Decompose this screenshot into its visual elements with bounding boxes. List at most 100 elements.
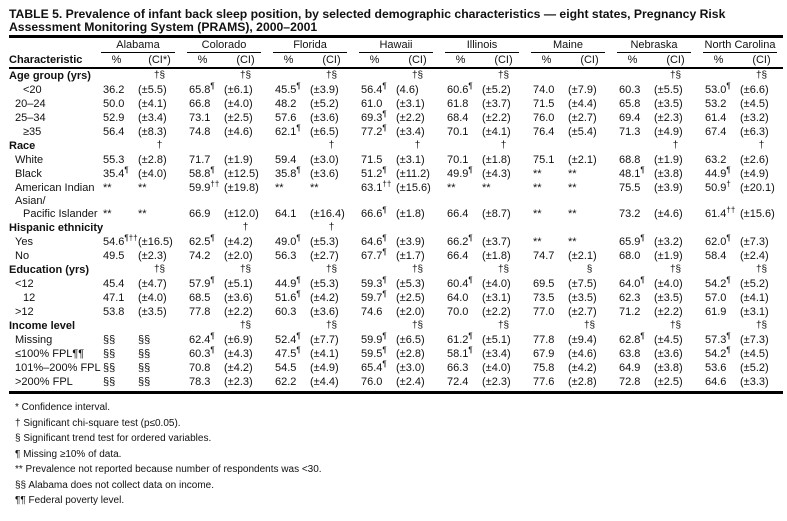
percent-value: 56.3 <box>275 250 297 262</box>
ci-cell: (±3.0) <box>310 154 339 166</box>
percent-value: 59.7 <box>361 292 383 304</box>
percent-value: 66.8 <box>189 98 211 110</box>
percent-cell: 63.8 <box>611 347 654 361</box>
footnote: † Significant chi-square test (p≤0.05). <box>15 417 181 429</box>
percent-cell: 48.2 <box>267 97 310 111</box>
ci-cell: (±2.6) <box>740 154 769 166</box>
percent-value: 66.4 <box>447 208 469 220</box>
percent-cell: 71.5 <box>353 153 396 167</box>
table-row: American Indian ** ** 59.9†† (±19.8) ** ** 63.1… <box>9 179 783 195</box>
percent-value: 61.0 <box>361 98 383 110</box>
percent-value: 74.2 <box>189 250 211 262</box>
significance-marker: †§ <box>497 70 510 81</box>
ci-cell: (±2.0) <box>396 306 425 318</box>
footnote-marker: ¶ <box>210 165 215 175</box>
state-header: Florida <box>267 38 353 53</box>
significance-marker: †§ <box>497 264 510 275</box>
spacer <box>611 319 654 333</box>
percent-cell: 67.9 <box>525 347 568 361</box>
pct-header: % <box>439 53 482 69</box>
percent-value: 55.3 <box>103 154 125 166</box>
footnote-marker: ¶ <box>468 233 473 243</box>
spacer <box>181 68 224 83</box>
spacer <box>697 139 740 153</box>
percent-value: 75.1 <box>533 154 555 166</box>
percent-cell: 66.6¶ <box>353 206 396 221</box>
bottom-rule <box>9 391 783 394</box>
percent-cell: 59.3¶ <box>353 276 396 291</box>
ci-cell: (±5.5) <box>138 84 167 96</box>
percent-cell: 65.8 <box>611 97 654 111</box>
footnote-marker: ¶ <box>640 165 645 175</box>
percent-cell: 72.8 <box>611 375 654 389</box>
percent-value: 68.4 <box>447 112 469 124</box>
percent-cell: 74.2 <box>181 249 224 263</box>
percent-value: 65.9 <box>619 236 641 248</box>
percent-cell: 66.4 <box>439 207 482 221</box>
percent-cell: 47.5¶ <box>267 346 310 361</box>
spacer <box>611 221 654 235</box>
percent-cell: 65.8¶ <box>181 82 224 97</box>
footnote: §§ Alabama does not collect data on inco… <box>15 479 215 491</box>
percent-value: 71.7 <box>189 154 211 166</box>
percent-value: 35.8 <box>275 168 297 180</box>
significance-marker: † <box>242 222 249 233</box>
ci-cell: (±7.7) <box>310 334 339 346</box>
percent-value: ** <box>533 208 542 220</box>
ci-cell: (±3.5) <box>138 306 167 318</box>
significance-marker: † <box>328 140 335 151</box>
significance-marker: †§ <box>411 70 424 81</box>
ci-cell: (±4.6) <box>654 208 683 220</box>
percent-cell: 60.3¶ <box>181 346 224 361</box>
ci-cell: (±6.1) <box>224 84 253 96</box>
spacer <box>611 68 654 83</box>
percent-cell: 58.1¶ <box>439 346 482 361</box>
significance-marker: †§ <box>153 70 166 81</box>
ci-cell: (±7.3) <box>740 236 769 248</box>
percent-value: 64.0 <box>619 278 641 290</box>
percent-cell: ** <box>267 181 310 195</box>
percent-value: 35.4 <box>103 168 125 180</box>
percent-value: 53.8 <box>103 306 125 318</box>
percent-value: 53.6 <box>705 362 727 374</box>
ci-cell: (±4.6) <box>224 126 253 138</box>
percent-value: 65.4 <box>361 362 383 374</box>
percent-value: 72.8 <box>619 376 641 388</box>
percent-value: 58.1 <box>447 348 469 360</box>
ci-cell: (±11.2) <box>396 168 430 180</box>
ci-cell: (±3.5) <box>654 98 683 110</box>
percent-cell: 61.0 <box>353 97 396 111</box>
percent-value: 54.6 <box>103 236 125 248</box>
pct-header: % <box>697 53 740 69</box>
percent-value: 45.5 <box>275 84 297 96</box>
percent-cell: 66.9 <box>181 207 224 221</box>
percent-cell: 53.6 <box>697 361 740 375</box>
ci-cell: (±3.4) <box>482 348 511 360</box>
percent-value: 76.0 <box>533 112 555 124</box>
percent-value: 65.8 <box>619 98 641 110</box>
spacer <box>697 68 740 83</box>
ci-cell: (±6.3) <box>740 126 769 138</box>
percent-value: §§ <box>103 362 116 374</box>
percent-value: 59.9 <box>189 182 211 194</box>
state-header: Hawaii <box>353 38 439 53</box>
percent-value: 67.9 <box>533 348 555 360</box>
ci-cell: (±4.4) <box>310 376 339 388</box>
percent-cell: 69.4 <box>611 111 654 125</box>
percent-value: 48.1 <box>619 168 641 180</box>
ci-cell: (±1.8) <box>482 250 511 262</box>
percent-value: 60.4 <box>447 278 469 290</box>
table-row: <20 36.2 (±5.5) 65.8¶ (±6.1) 45.5¶ (±3.9) 56.4¶… <box>9 82 783 97</box>
footnote-marker: † <box>726 179 731 189</box>
percent-value: 74.8 <box>189 126 211 138</box>
percent-value: ** <box>103 182 112 194</box>
percent-value: 59.3 <box>361 278 383 290</box>
percent-value: 66.3 <box>447 362 469 374</box>
percent-value: 57.0 <box>705 292 727 304</box>
ci-cell: (±4.1) <box>138 98 167 110</box>
table-row: White 55.3 (±2.8) 71.7 (±1.9) 59.4 (±3.0) 71.5 (… <box>9 153 783 167</box>
percent-value: 53.0 <box>705 84 727 96</box>
ci-cell: (±5.2) <box>482 84 511 96</box>
ci-cell: (±4.9) <box>654 126 683 138</box>
ci-cell: (±2.3) <box>654 112 683 124</box>
